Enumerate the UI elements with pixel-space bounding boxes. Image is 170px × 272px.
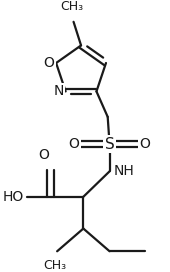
Text: O: O <box>140 137 150 151</box>
Text: CH₃: CH₃ <box>60 0 83 13</box>
Text: O: O <box>43 56 54 70</box>
Text: O: O <box>69 137 80 151</box>
Text: S: S <box>105 137 114 152</box>
Text: N: N <box>53 84 64 98</box>
Text: NH: NH <box>113 164 134 178</box>
Text: HO: HO <box>2 190 23 204</box>
Text: O: O <box>38 148 49 162</box>
Text: CH₃: CH₃ <box>44 259 67 271</box>
